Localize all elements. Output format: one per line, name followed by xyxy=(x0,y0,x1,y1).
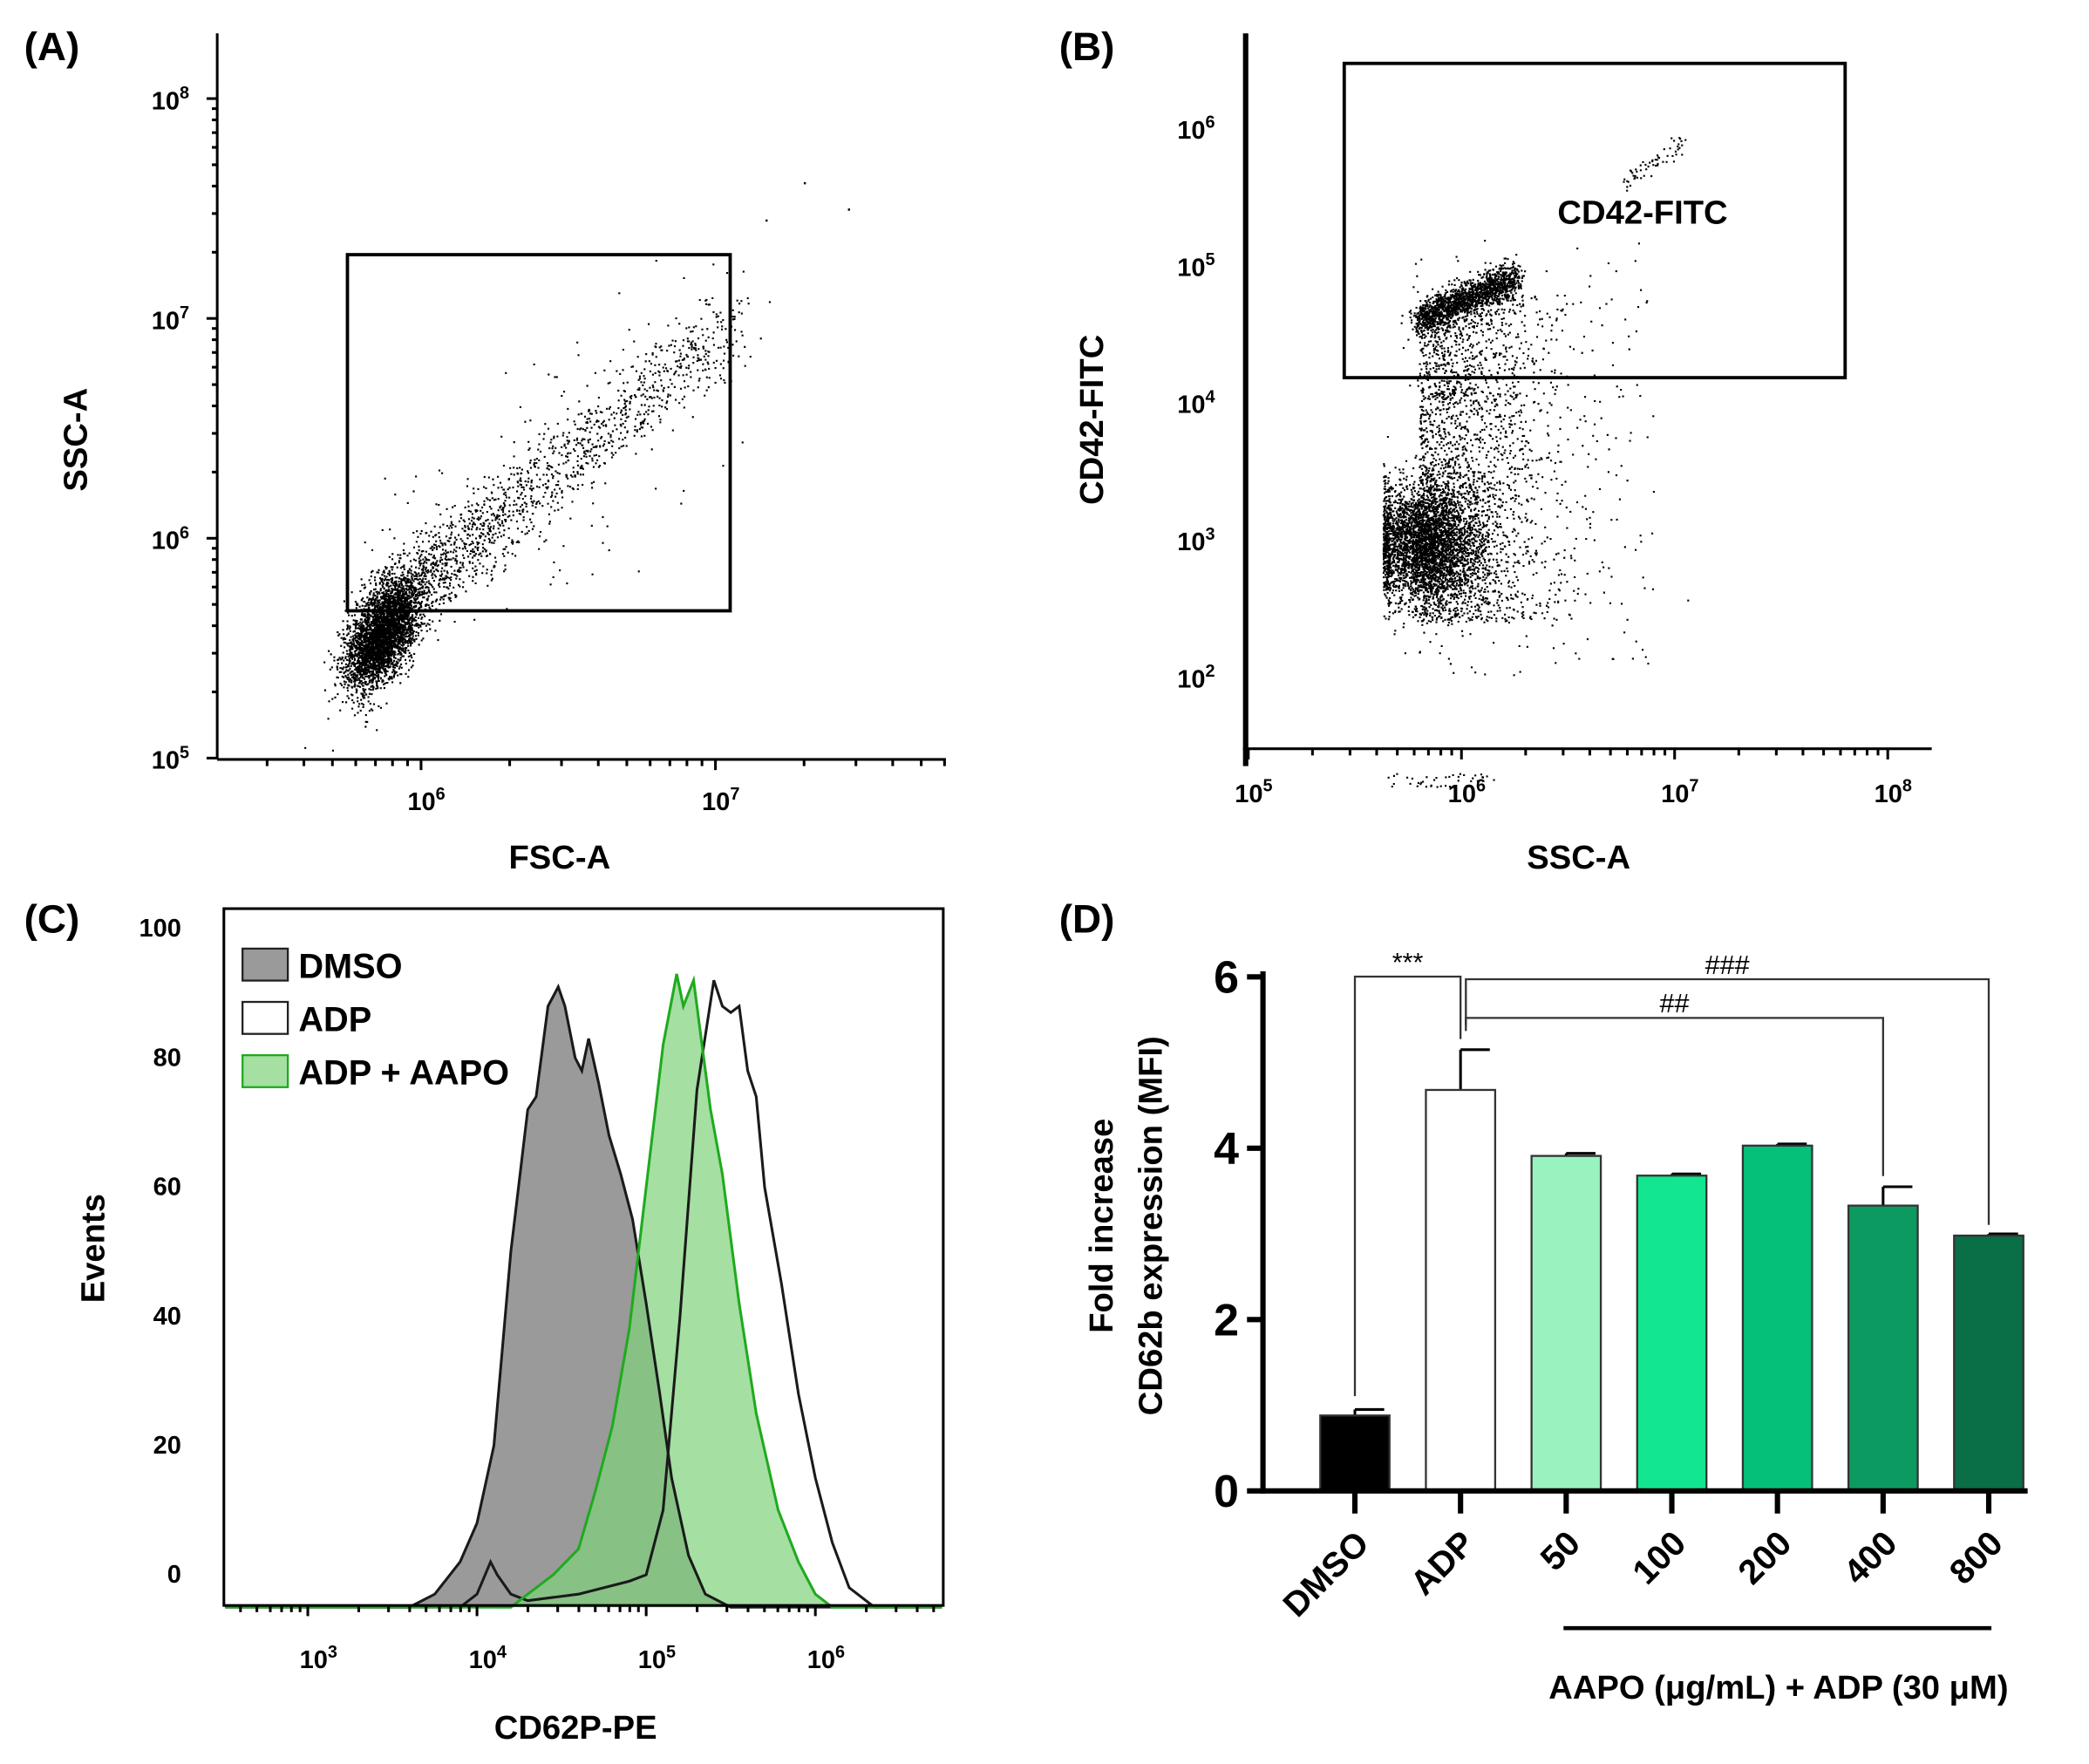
significance-bracket-adp-800 xyxy=(1465,977,1990,1225)
dmso-fill xyxy=(225,986,942,1608)
x-tick-label: 50 xyxy=(1534,1524,1588,1578)
y-tick-label: 0 xyxy=(1214,1467,1239,1517)
x-tick-label: 400 xyxy=(1837,1524,1905,1592)
scatter-points xyxy=(1382,137,1690,788)
panel-b-gate-label: CD42-FITC xyxy=(1557,194,1727,232)
adp-aapo-fill xyxy=(225,973,942,1608)
panel-d-label: (D) xyxy=(1059,897,1115,942)
x-tick-label: 105 xyxy=(638,1643,676,1674)
panel-c-histogram: 0 20 40 60 80 100 103 104 105 106 DMSO ADP ADP + AAP… xyxy=(139,907,945,1674)
bar-400 xyxy=(1847,1204,1919,1492)
gate-rectangle xyxy=(1342,61,1847,380)
legend-label: ADP + AAPO xyxy=(298,1054,509,1093)
panel-b-xlabel: SSC-A xyxy=(1527,839,1630,876)
panel-a-xlabel: FSC-A xyxy=(508,839,610,876)
y-tick-label: 102 xyxy=(1177,662,1215,693)
bar-DMSO xyxy=(1319,1414,1391,1492)
significance-bracket-adp-400-text: ## xyxy=(1660,989,1690,1018)
legend-swatch xyxy=(242,1000,289,1035)
panel-b-scatter: 105 106 107 108 102 103 104 105 106 xyxy=(1177,33,1932,808)
plot-frame xyxy=(222,907,945,1607)
bar-ADP xyxy=(1425,1088,1497,1492)
significance-bracket-dmso-adp xyxy=(1353,975,1462,1397)
panel-a-scatter: 106 107 105 106 107 108 xyxy=(152,33,946,816)
x-tick-label: 106 xyxy=(807,1643,845,1674)
panel-d-ylabel-1: Fold increase xyxy=(1083,1119,1120,1333)
y-tick-label: 40 xyxy=(153,1303,181,1331)
dmso-line xyxy=(225,983,942,1609)
bar-100 xyxy=(1636,1175,1708,1492)
y-tick-label: 104 xyxy=(1177,387,1215,419)
panel-d-ylabel-2: CD62b expression (MFI) xyxy=(1132,1036,1169,1415)
panel-b-label: (B) xyxy=(1059,24,1115,69)
panel-b-ylabel: CD42-FITC xyxy=(1073,335,1111,505)
x-tick-label: 103 xyxy=(300,1643,337,1674)
panel-c-label: (C) xyxy=(24,897,80,942)
significance-bracket-adp-800-text: ### xyxy=(1705,950,1750,980)
bar-200 xyxy=(1741,1144,1813,1492)
y-tick-label: 103 xyxy=(1177,525,1215,556)
x-tick-label: 200 xyxy=(1731,1524,1799,1592)
significance-bracket-adp-400 xyxy=(1465,1017,1884,1176)
x-tick-label: 107 xyxy=(1661,777,1698,808)
y-tick-label: 2 xyxy=(1214,1296,1239,1346)
panel-c-xlabel: CD62P-PE xyxy=(494,1709,657,1747)
bar-800 xyxy=(1953,1234,2024,1492)
scatter-points xyxy=(304,181,850,752)
x-tick-label: 106 xyxy=(1448,777,1486,808)
y-tick-label: 105 xyxy=(1177,250,1215,282)
y-tick-label: 80 xyxy=(153,1044,181,1072)
x-tick-label: 104 xyxy=(469,1643,507,1674)
y-tick-label: 60 xyxy=(153,1174,181,1202)
adp-line xyxy=(225,979,942,1609)
gate-rectangle xyxy=(345,253,732,613)
y-tick-label: 20 xyxy=(153,1432,181,1460)
y-tick-label: 100 xyxy=(139,915,180,943)
x-tick-label: 105 xyxy=(1235,777,1272,808)
x-tick-label: ADP xyxy=(1403,1524,1481,1603)
y-tick-label: 6 xyxy=(1214,953,1239,1004)
legend-swatch xyxy=(242,1053,289,1088)
panel-a-ylabel: SSC-A xyxy=(57,388,94,492)
panel-c-ylabel: Events xyxy=(74,1194,112,1303)
x-tick-label: 107 xyxy=(702,785,739,816)
y-tick-label: 105 xyxy=(152,743,189,774)
y-tick-label: 0 xyxy=(167,1561,181,1589)
legend-label: ADP xyxy=(298,1001,371,1039)
x-tick-label: 800 xyxy=(1943,1524,2011,1592)
panel-d-group-label: AAPO (μg/mL) + ADP (30 μM) xyxy=(1548,1669,2008,1706)
x-tick-label: 108 xyxy=(1875,777,1912,808)
legend-swatch xyxy=(242,947,289,982)
significance-bracket-dmso-adp-text: *** xyxy=(1392,948,1424,977)
adp-aapo-line xyxy=(225,973,942,1609)
y-tick-label: 106 xyxy=(152,523,189,555)
y-tick-label: 108 xyxy=(152,84,189,115)
y-tick-label: 106 xyxy=(1177,113,1215,145)
panel-a-label: (A) xyxy=(24,24,80,69)
y-tick-label: 4 xyxy=(1214,1124,1239,1175)
x-tick-label: DMSO xyxy=(1276,1524,1376,1624)
y-tick-label: 107 xyxy=(152,303,189,335)
x-tick-label: 100 xyxy=(1625,1524,1693,1592)
bar-50 xyxy=(1530,1154,1602,1492)
legend-label: DMSO xyxy=(298,948,402,986)
x-tick-label: 106 xyxy=(407,785,445,816)
